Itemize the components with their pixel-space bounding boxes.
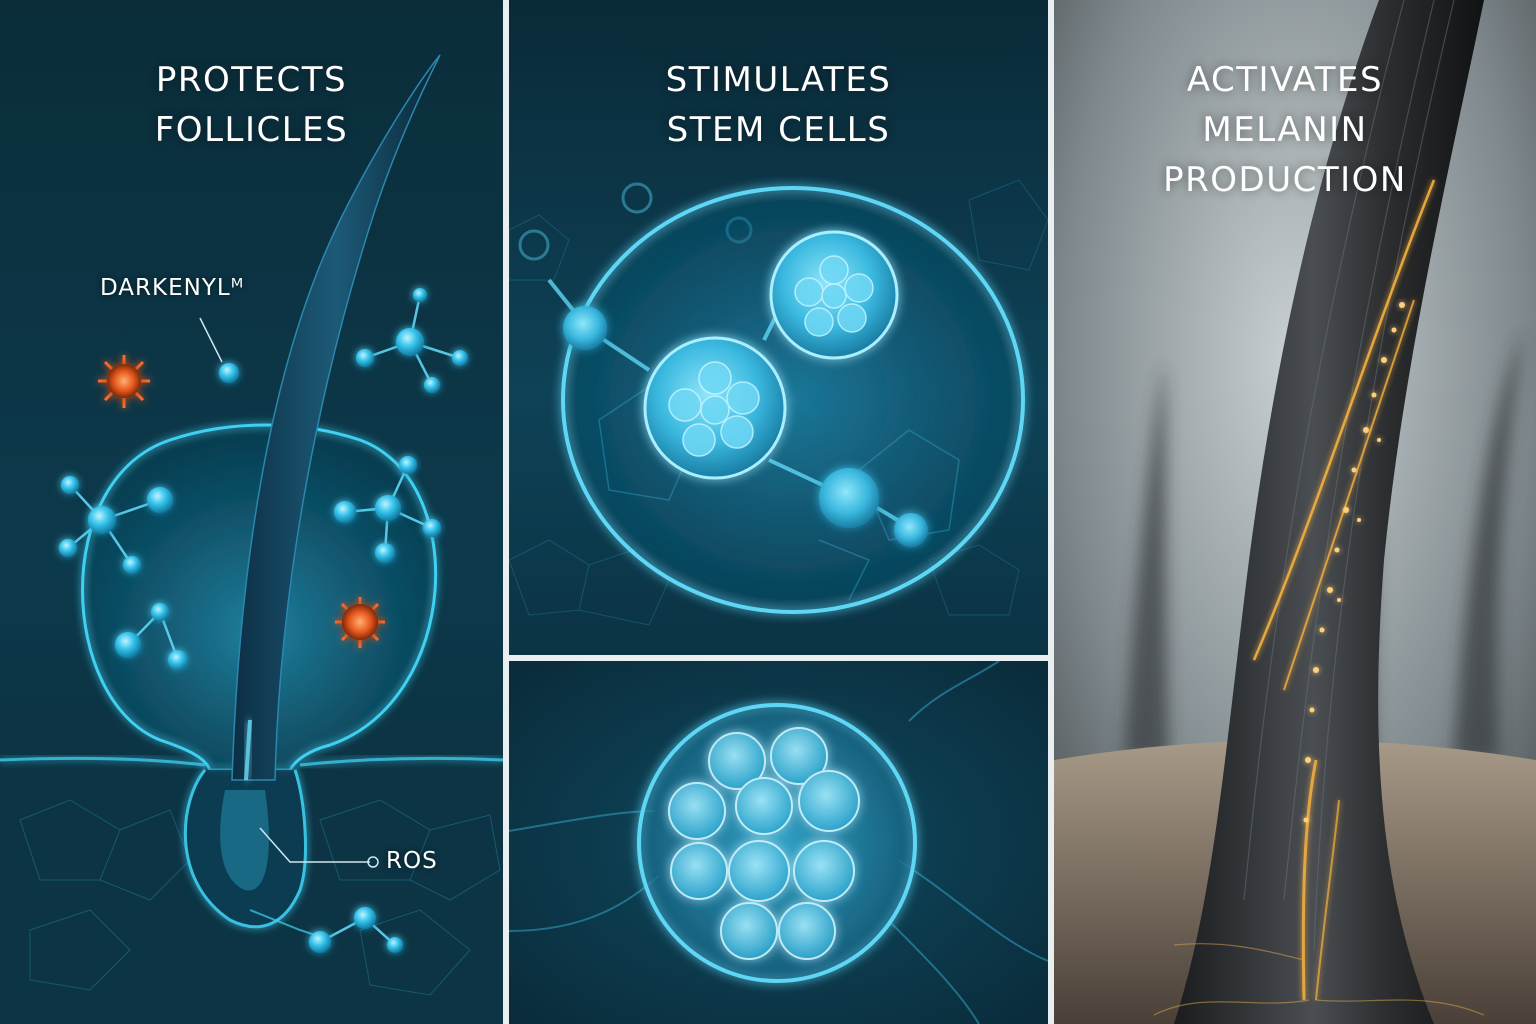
molecule-icon bbox=[563, 306, 928, 547]
heading-activates-melanin: ACTIVATES MELANIN PRODUCTION bbox=[1163, 60, 1407, 200]
panel-stimulates-stem-cells: STIMULATES STEM CELLS bbox=[509, 0, 1048, 655]
ros-radical-icon bbox=[335, 597, 385, 648]
stem-cell-illustration bbox=[509, 0, 1048, 655]
stem-cell-icon bbox=[643, 336, 787, 480]
stem-cell-icon bbox=[668, 727, 860, 960]
panel-protects-follicles: PROTECTS FOLLICLES DARKENYLᴹ ROS bbox=[0, 0, 503, 1024]
divider-vertical-right bbox=[1048, 0, 1054, 1024]
heading-protects-follicles: PROTECTS FOLLICLES bbox=[154, 60, 349, 150]
panel-activates-melanin: ACTIVATES MELANIN PRODUCTION bbox=[1054, 0, 1536, 1024]
panel-stem-cell-cluster bbox=[509, 661, 1048, 1024]
divider-vertical-left bbox=[503, 0, 509, 1024]
divider-horizontal-middle bbox=[509, 655, 1048, 661]
label-darkenyl: DARKENYLᴹ bbox=[100, 275, 245, 301]
ros-radical-icon bbox=[98, 355, 150, 408]
heading-stimulates-stem-cells: STIMULATES STEM CELLS bbox=[665, 60, 892, 150]
follicle-illustration bbox=[0, 0, 503, 1024]
label-ros: ROS bbox=[386, 848, 438, 874]
cell-cluster-illustration bbox=[509, 661, 1048, 1024]
stem-cell-icon bbox=[769, 230, 899, 360]
hair-strand-illustration bbox=[1054, 0, 1536, 1024]
